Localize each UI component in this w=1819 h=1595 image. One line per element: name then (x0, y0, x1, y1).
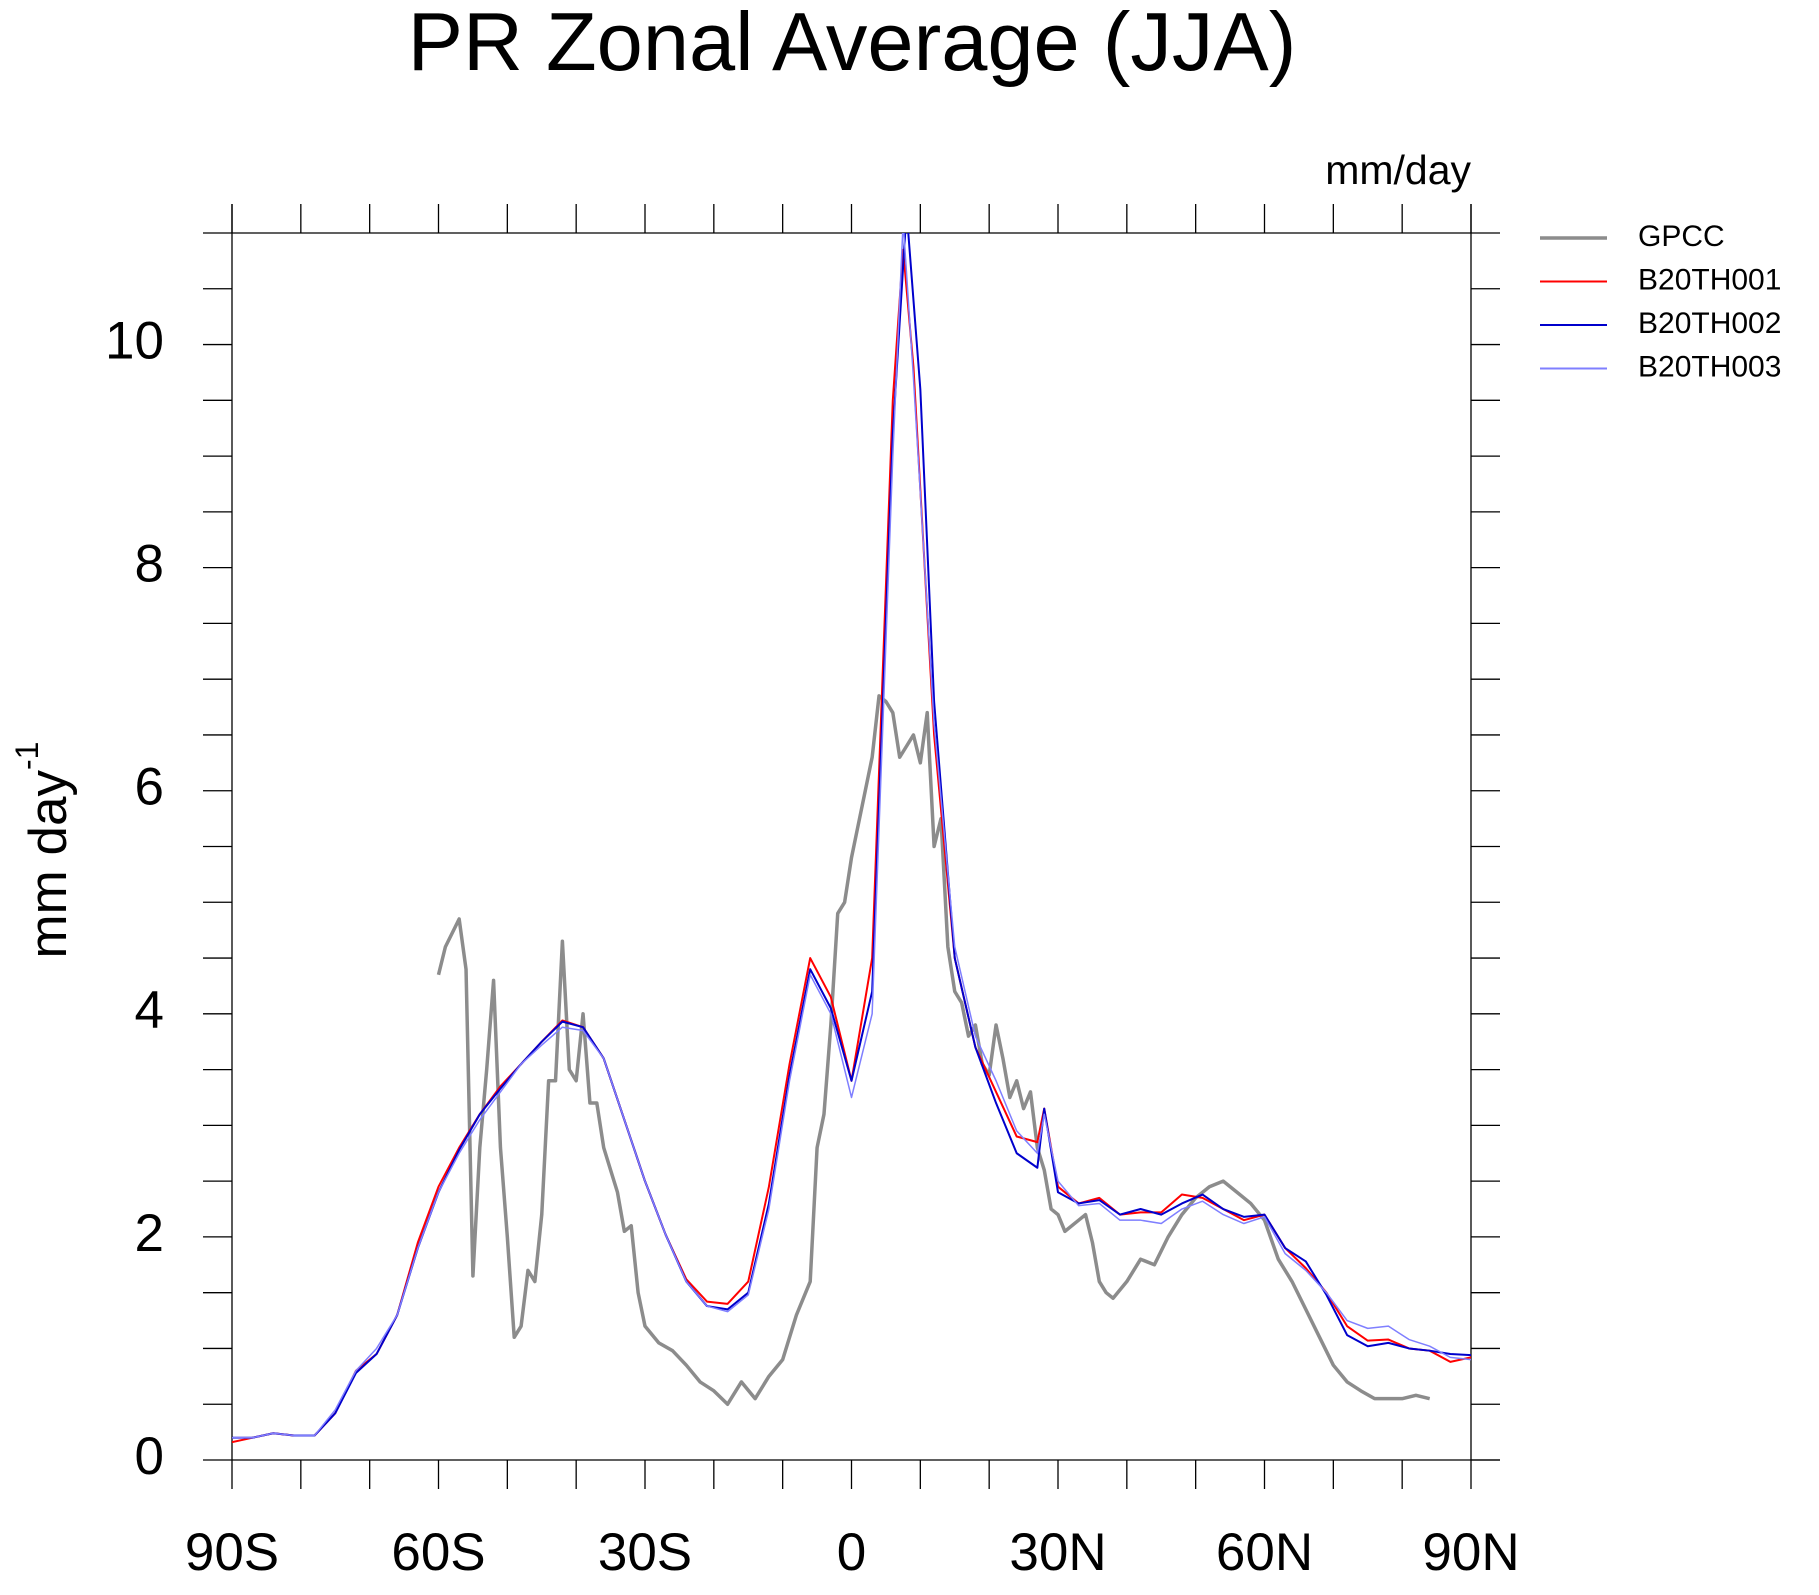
legend-label: B20TH003 (1638, 350, 1781, 383)
plot-area (232, 233, 1471, 1444)
y-axis-label-superscript: -1 (9, 742, 45, 770)
data-line (436, 694, 1431, 1406)
data-line (232, 233, 1471, 1439)
x-tick-label: 90N (1422, 1523, 1519, 1582)
units-label: mm/day (1325, 147, 1471, 193)
y-tick-label: 6 (135, 758, 164, 817)
y-tick-label: 4 (135, 981, 164, 1040)
data-line (232, 248, 1471, 1444)
y-tick-label: 10 (105, 312, 164, 371)
chart-title: PR Zonal Average (JJA) (408, 0, 1297, 88)
y-tick-label: 8 (135, 535, 164, 594)
y-tick-label: 2 (135, 1204, 164, 1263)
x-tick-label: 30S (598, 1523, 692, 1582)
x-tick-label: 60N (1216, 1523, 1313, 1582)
y-tick-label: 0 (135, 1427, 164, 1486)
x-tick-label: 30N (1009, 1523, 1106, 1582)
legend-label: B20TH001 (1638, 263, 1781, 296)
x-tick-label: 60S (391, 1523, 485, 1582)
x-tick-label: 0 (837, 1523, 866, 1582)
legend-label: GPCC (1638, 220, 1725, 253)
y-axis-label: mm day-1 (9, 742, 78, 959)
y-axis-label-text: mm day (19, 769, 78, 958)
legend-label: B20TH002 (1638, 307, 1781, 340)
x-tick-label: 90S (185, 1523, 279, 1582)
